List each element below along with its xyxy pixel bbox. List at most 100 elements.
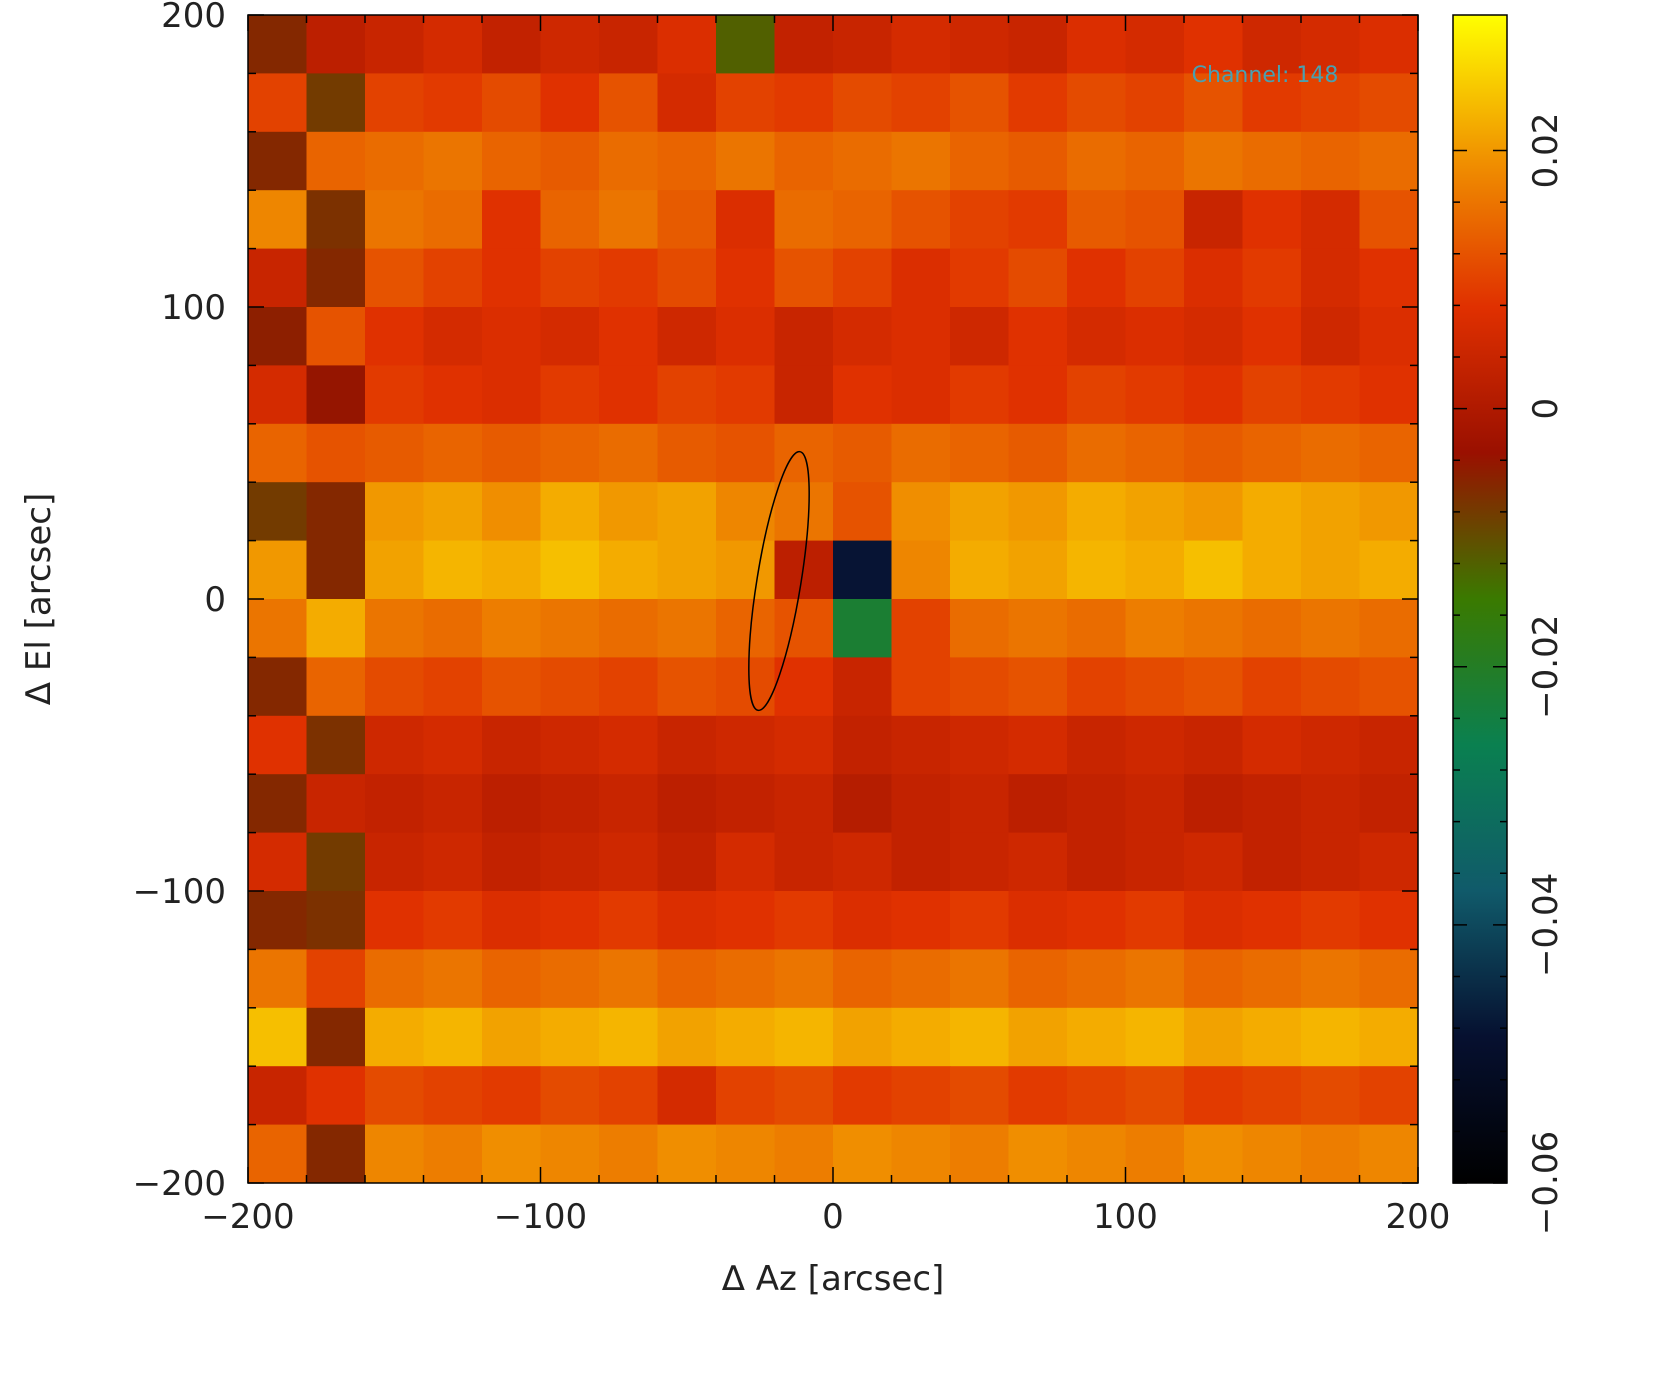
heatmap-cell [1008,774,1068,834]
heatmap-cell [657,540,717,600]
heatmap-cell [891,715,951,775]
heatmap-cell [423,307,483,366]
heatmap-cell [774,949,834,1009]
heatmap-cell [1301,482,1360,542]
heatmap-cell [833,540,892,600]
heatmap-cell [540,657,600,717]
heatmap-cell [1125,131,1185,191]
heatmap-cell [482,131,541,191]
heatmap-cell [1008,15,1068,74]
heatmap-cell [1301,949,1360,1009]
heatmap-cell [1184,832,1243,892]
heatmap-cell [540,832,600,892]
heatmap-cell [1242,949,1302,1009]
heatmap-cell [1359,1124,1419,1184]
heatmap-cell [1359,832,1419,892]
heatmap-cell [716,1066,775,1126]
heatmap-cell [716,15,775,74]
heatmap-cell [306,248,366,308]
heatmap-cell [1184,715,1243,775]
heatmap-cell [482,949,541,1009]
heatmap-cell [248,540,307,600]
heatmap-cell [248,832,307,892]
heatmap-cell [1242,1066,1302,1126]
heatmap-cell [1067,1007,1126,1067]
heatmap-cell [365,73,424,133]
heatmap-cell [1242,248,1302,308]
heatmap-cell [306,73,366,133]
heatmap-cell [1184,540,1243,600]
heatmap-cell [950,365,1009,425]
heatmap-cell [540,599,600,658]
x-tick-label: −100 [494,1197,587,1237]
heatmap-cell [1184,599,1243,658]
heatmap-cell [1184,248,1243,308]
heatmap-cell [1008,365,1068,425]
y-tick-label: 200 [161,0,226,36]
heatmap-cell [1301,1124,1360,1184]
heatmap-cell [657,1007,717,1067]
heatmap-cell [306,657,366,717]
heatmap-cell [423,423,483,483]
heatmap-cell [306,307,366,366]
heatmap-cell [365,423,424,483]
heatmap-cell [365,1124,424,1184]
heatmap-cell [365,599,424,658]
heatmap-cell [248,15,307,74]
heatmap-cell [248,190,307,250]
colorbar [1452,14,1508,1184]
heatmap-cell [1301,73,1360,133]
heatmap-cell [657,832,717,892]
heatmap-cell [1301,1066,1360,1126]
heatmap-cell [1359,657,1419,717]
heatmap-cell [891,73,951,133]
heatmap-cell [540,891,600,950]
heatmap-cell [1359,15,1419,74]
heatmap-cell [950,423,1009,483]
heatmap-cell [540,423,600,483]
heatmap-cell [540,307,600,366]
heatmap-cell [306,1066,366,1126]
heatmap-cell [1184,307,1243,366]
heatmap-cell [248,1124,307,1184]
heatmap-cell [248,131,307,191]
heatmap-cell [1067,540,1126,600]
x-axis-title: Δ Az [arcsec] [722,1259,945,1299]
heatmap-cell [1067,715,1126,775]
heatmap-cell [891,248,951,308]
heatmap-cell [248,599,307,658]
heatmap-cell [423,949,483,1009]
heatmap-cell [1008,715,1068,775]
heatmap-cell [1008,949,1068,1009]
heatmap-cell [306,1124,366,1184]
heatmap-cell [950,832,1009,892]
heatmap-cell [1301,131,1360,191]
heatmap-cell [716,190,775,250]
heatmap-cell [891,1124,951,1184]
heatmap-cell [306,190,366,250]
heatmap-cell [657,423,717,483]
heatmap-cell [774,774,834,834]
heatmap-cell [950,1124,1009,1184]
heatmap-cell [1242,599,1302,658]
heatmap-cell [1184,891,1243,950]
heatmap-cell [1008,73,1068,133]
heatmap-cell [891,423,951,483]
heatmap-cell [1125,73,1185,133]
heatmap-cell [891,307,951,366]
heatmap-cell [540,248,600,308]
heatmap-cell [1242,774,1302,834]
heatmap-cell [1008,832,1068,892]
heatmap-cell [423,15,483,74]
heatmap-cell [599,657,658,717]
heatmap-cell [423,715,483,775]
heatmap-cell [1301,832,1360,892]
heatmap-cell [833,307,892,366]
heatmap-cell [540,540,600,600]
heatmap-cell [950,131,1009,191]
heatmap-cell [1067,657,1126,717]
heatmap-cell [1242,482,1302,542]
channel-annotation: Channel: 148 [1192,63,1339,88]
heatmap-cell [248,423,307,483]
heatmap-cell [482,190,541,250]
